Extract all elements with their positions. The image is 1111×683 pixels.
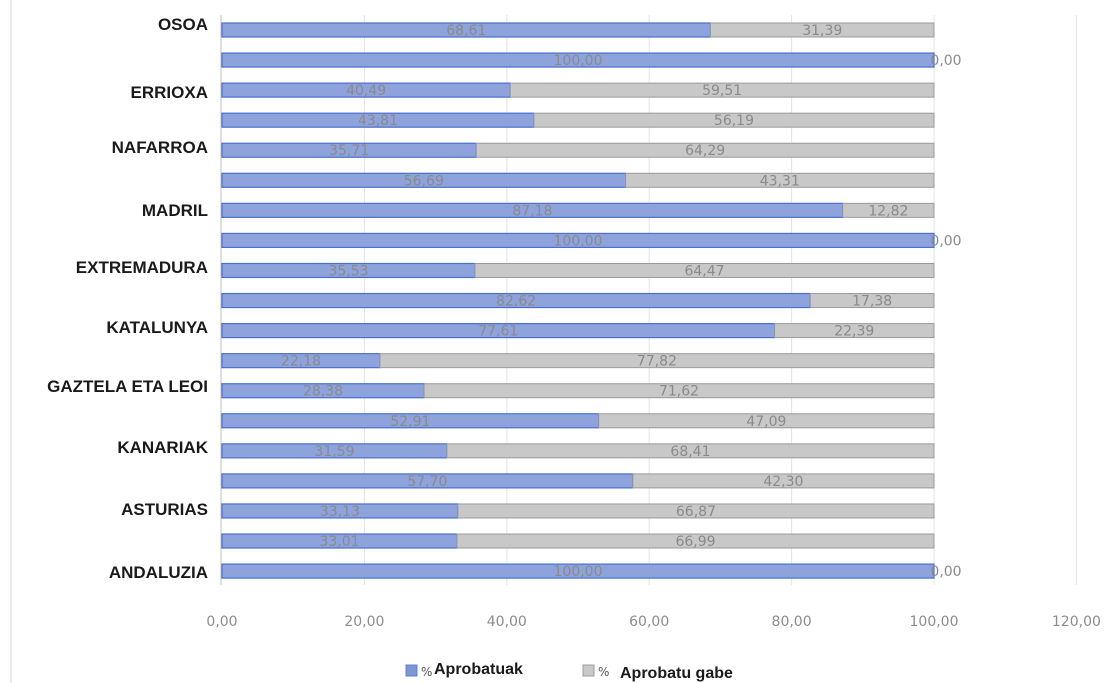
category-axis: OSOA ERRIOXA NAFARROA MADRIL EXTREMADURA KATA…	[47, 15, 209, 582]
data-labels: 68,61 31,39 100,00 0,00 40,49 59,51 43,81 56,19…	[281, 23, 962, 580]
bar-aprobatuak-18	[221, 563, 935, 579]
data-label-aprobatuak-9: 82,62	[496, 294, 536, 310]
data-label-aprobatuak-17: 33,01	[319, 534, 359, 550]
bar-aprobatu-gabe-12	[423, 383, 935, 399]
category-label-8: ASTURIAS	[121, 500, 208, 519]
bar-aprobatu-gabe-6	[842, 202, 935, 218]
data-label-aprobatuak-6: 87,18	[512, 203, 552, 219]
data-label-aprobatuak-14: 31,59	[314, 444, 354, 460]
bar-aprobatu-gabe-10	[774, 323, 935, 339]
data-label-aprobatu-gabe-6: 12,82	[868, 203, 908, 219]
x-tick-label-2: 40,00	[487, 614, 527, 630]
x-tick-label-6: 120,00	[1052, 614, 1101, 630]
bar-aprobatu-gabe-0	[710, 22, 935, 38]
data-label-aprobatuak-16: 33,13	[320, 504, 360, 520]
data-label-aprobatu-gabe-1: 0,00	[930, 53, 961, 69]
data-label-aprobatuak-10: 77,61	[478, 324, 518, 340]
category-label-7: KANARIAK	[117, 438, 208, 457]
category-label-0: OSOA	[158, 15, 208, 34]
bar-aprobatuak-7	[221, 232, 935, 249]
data-label-aprobatu-gabe-18: 0,00	[930, 564, 961, 580]
data-label-aprobatuak-13: 52,91	[390, 414, 430, 430]
bar-aprobatu-gabe-8	[474, 262, 935, 278]
legend-label-aprobatuak: Aprobatuak	[434, 661, 523, 678]
bars	[221, 22, 935, 579]
x-tick-label-4: 80,00	[772, 614, 812, 630]
data-label-aprobatu-gabe-17: 66,99	[675, 534, 715, 550]
bar-aprobatu-gabe-4	[475, 142, 935, 158]
value-axis: 0,00 20,00 40,00 60,00 80,00 100,00 120,00	[206, 614, 1100, 630]
data-label-aprobatu-gabe-9: 17,38	[852, 294, 892, 310]
data-label-aprobatu-gabe-4: 64,29	[685, 143, 725, 159]
category-label-2: NAFARROA	[112, 138, 208, 157]
data-label-aprobatuak-0: 68,61	[446, 23, 486, 39]
data-label-aprobatuak-12: 28,38	[303, 384, 343, 400]
data-label-aprobatuak-11: 22,18	[281, 354, 321, 370]
x-tick-label-0: 0,00	[206, 614, 237, 630]
bar-aprobatu-gabe-15	[632, 473, 935, 489]
bar-aprobatu-gabe-17	[456, 533, 935, 549]
bar-aprobatu-gabe-9	[809, 293, 935, 309]
bar-aprobatu-gabe-14	[446, 443, 935, 459]
data-label-aprobatu-gabe-14: 68,41	[670, 444, 710, 460]
data-label-aprobatuak-15: 57,70	[407, 474, 447, 490]
bar-aprobatu-gabe-3	[533, 112, 935, 128]
category-label-5: KATALUNYA	[106, 318, 208, 337]
data-label-aprobatuak-8: 35,53	[328, 263, 368, 279]
bar-aprobatu-gabe-11	[379, 353, 935, 369]
legend-swatch-aprobatuak	[405, 664, 418, 677]
data-label-aprobatuak-3: 43,81	[358, 113, 398, 129]
data-label-aprobatuak-2: 40,49	[346, 83, 386, 99]
x-tick-label-3: 60,00	[629, 614, 669, 630]
bar-aprobatu-gabe-5	[625, 172, 935, 188]
legend: % Aprobatuak % Aprobatu gabe	[405, 661, 733, 682]
data-label-aprobatu-gabe-13: 47,09	[746, 414, 786, 430]
bar-aprobatuak-1	[221, 52, 935, 68]
data-label-aprobatu-gabe-8: 64,47	[684, 263, 724, 279]
data-label-aprobatuak-4: 35,71	[329, 143, 369, 159]
data-label-aprobatu-gabe-0: 31,39	[802, 23, 842, 39]
data-label-aprobatuak-5: 56,69	[404, 173, 444, 189]
data-label-aprobatuak-1: 100,00	[554, 53, 603, 69]
bar-aprobatu-gabe-13	[598, 413, 935, 429]
data-label-aprobatu-gabe-2: 59,51	[702, 83, 742, 99]
legend-swatch-aprobatu-gabe	[582, 664, 595, 677]
data-label-aprobatu-gabe-5: 43,31	[760, 173, 800, 189]
x-tick-label-5: 100,00	[910, 614, 959, 630]
data-label-aprobatu-gabe-15: 42,30	[763, 474, 803, 490]
x-tick-label-1: 20,00	[344, 614, 384, 630]
data-label-aprobatu-gabe-10: 22,39	[834, 324, 874, 340]
bar-aprobatu-gabe-16	[457, 503, 935, 519]
data-label-aprobatu-gabe-16: 66,87	[676, 504, 716, 520]
data-label-aprobatu-gabe-7: 0,00	[930, 233, 961, 249]
category-label-1: ERRIOXA	[131, 83, 208, 102]
data-label-aprobatu-gabe-11: 77,82	[637, 354, 677, 370]
data-label-aprobatu-gabe-3: 56,19	[714, 113, 754, 129]
bar-aprobatu-gabe-2	[509, 82, 935, 98]
legend-label-aprobatu-gabe: Aprobatu gabe	[620, 665, 733, 682]
category-label-9: ANDALUZIA	[109, 563, 208, 582]
legend-marker-aprobatu-gabe: %	[598, 665, 609, 679]
data-label-aprobatuak-18: 100,00	[554, 564, 603, 580]
category-label-3: MADRIL	[142, 201, 208, 220]
data-label-aprobatuak-7: 100,00	[554, 233, 603, 249]
category-label-4: EXTREMADURA	[76, 258, 208, 277]
legend-marker-aprobatuak: %	[421, 665, 432, 679]
data-label-aprobatu-gabe-12: 71,62	[659, 384, 699, 400]
category-label-6: GAZTELA ETA LEOI	[47, 377, 208, 396]
